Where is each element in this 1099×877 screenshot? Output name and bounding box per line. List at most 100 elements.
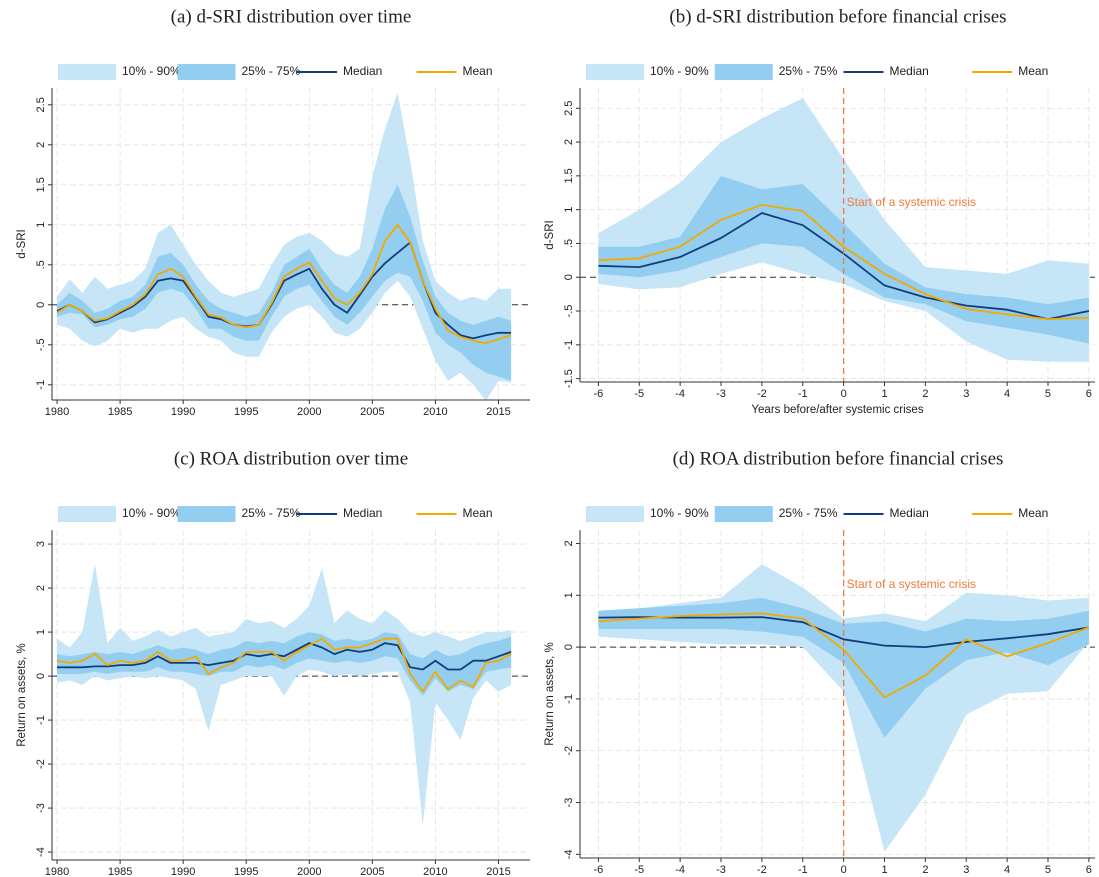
- y-tick-label: -3: [563, 798, 575, 808]
- band: [57, 92, 512, 401]
- annotation: Start of a systemic crisis: [847, 577, 976, 591]
- band: [57, 563, 512, 826]
- x-tick-label: 1: [881, 388, 887, 400]
- x-tick-label: 2010: [423, 866, 447, 877]
- x-tick-label: -4: [675, 864, 685, 876]
- legend-label: 25% - 75%: [779, 64, 838, 78]
- panel: (b) d-SRI distribution before financial …: [544, 6, 1095, 416]
- y-tick-label: -1: [563, 340, 575, 350]
- x-tick-label: 2010: [423, 406, 447, 418]
- line: [56, 241, 512, 340]
- x-tick-label: 5: [1045, 388, 1051, 400]
- x-tick-label: 5: [1045, 864, 1051, 876]
- panel: (c) ROA distribution over time -4 -3 -2 -1 0 1…: [16, 448, 530, 877]
- legend-swatch: [586, 64, 644, 80]
- y-tick-label: -1: [35, 715, 47, 725]
- y-tick-label: -3: [35, 803, 47, 813]
- legend-label: 10% - 90%: [122, 64, 181, 78]
- legend-label: Median: [890, 64, 929, 78]
- legend-swatch: [586, 506, 644, 522]
- x-axis-title: Years before/after systemic crises: [751, 404, 923, 416]
- line: [598, 616, 1090, 648]
- y-tick-label: -1: [35, 380, 47, 390]
- legend-label: Median: [343, 506, 382, 520]
- line: [57, 642, 512, 671]
- x-tick-label: 2: [922, 864, 928, 876]
- panel: (d) ROA distribution before financial cr…: [544, 448, 1095, 876]
- y-tick-label: .5: [35, 260, 47, 269]
- x-tick-label: 2005: [360, 406, 384, 418]
- x-tick-label: 1995: [234, 866, 258, 877]
- line: [598, 612, 1090, 699]
- legend-label: 10% - 90%: [650, 64, 709, 78]
- x-tick-label: 6: [1086, 864, 1092, 876]
- band: [57, 632, 512, 696]
- y-axis-title: Return on assets, %: [16, 643, 28, 747]
- y-tick-label: .5: [563, 239, 575, 248]
- legend-label: 10% - 90%: [122, 506, 181, 520]
- y-tick-label: -2: [35, 759, 47, 769]
- x-tick-label: 2005: [360, 866, 384, 877]
- x-tick-label: -1: [798, 388, 808, 400]
- line: [56, 223, 512, 345]
- x-tick-label: -6: [594, 864, 604, 876]
- legend-label: Median: [343, 64, 382, 78]
- legend-label: Median: [890, 506, 929, 520]
- y-tick-label: 1: [35, 629, 47, 635]
- y-tick-label: 2.5: [35, 97, 47, 112]
- x-tick-label: -3: [716, 864, 726, 876]
- y-tick-label: -4: [563, 849, 575, 859]
- x-tick-label: -2: [757, 864, 767, 876]
- line: [598, 204, 1089, 320]
- x-tick-label: -1: [798, 864, 808, 876]
- panel: (a) d-SRI distribution over time -1 -.5 0 .5…: [16, 6, 530, 418]
- x-tick-label: 1: [881, 864, 887, 876]
- y-tick-label: -1.5: [563, 369, 575, 388]
- panel-title: (c) ROA distribution over time: [174, 448, 408, 469]
- y-tick-label: 0: [35, 673, 47, 679]
- x-tick-label: -2: [757, 388, 767, 400]
- x-tick-label: 2015: [486, 866, 510, 877]
- panel-title: (b) d-SRI distribution before financial …: [669, 6, 1006, 27]
- line: [56, 637, 512, 693]
- x-tick-label: 4: [1004, 864, 1010, 876]
- x-tick-label: 2000: [297, 866, 321, 877]
- panel-title: (a) d-SRI distribution over time: [171, 6, 412, 27]
- legend-swatch: [177, 506, 236, 522]
- x-tick-label: 2000: [297, 406, 321, 418]
- x-tick-label: 6: [1086, 388, 1092, 400]
- legend-swatch: [714, 64, 773, 80]
- legend-swatch: [714, 506, 773, 522]
- y-tick-label: 2: [35, 585, 47, 591]
- y-tick-label: -.5: [563, 305, 575, 318]
- y-tick-label: 2: [563, 139, 575, 145]
- x-tick-label: 1990: [171, 866, 195, 877]
- legend-label: 25% - 75%: [779, 506, 838, 520]
- x-tick-label: 1980: [45, 866, 69, 877]
- legend-label: Mean: [1018, 506, 1048, 520]
- y-tick-label: 0: [563, 644, 575, 650]
- x-tick-label: 3: [963, 864, 969, 876]
- y-tick-label: 2: [563, 540, 575, 546]
- annotation: Start of a systemic crisis: [847, 195, 976, 209]
- legend-swatch: [177, 64, 236, 80]
- y-tick-label: 3: [35, 541, 47, 547]
- legend-label: 10% - 90%: [650, 506, 709, 520]
- y-tick-label: -2: [563, 746, 575, 756]
- y-tick-label: 1: [563, 207, 575, 213]
- x-tick-label: 4: [1004, 388, 1010, 400]
- x-tick-label: -3: [716, 388, 726, 400]
- legend-label: Mean: [463, 506, 493, 520]
- y-tick-label: 1: [563, 592, 575, 598]
- y-tick-label: 1.5: [563, 168, 575, 183]
- y-axis-title: Return on assets, %: [544, 642, 556, 746]
- legend-swatch: [58, 64, 116, 80]
- x-tick-label: 0: [841, 388, 847, 400]
- x-tick-label: -5: [634, 864, 644, 876]
- x-tick-label: 3: [963, 388, 969, 400]
- x-tick-label: -5: [634, 388, 644, 400]
- x-tick-label: 1985: [108, 406, 132, 418]
- y-tick-label: 1.5: [35, 177, 47, 192]
